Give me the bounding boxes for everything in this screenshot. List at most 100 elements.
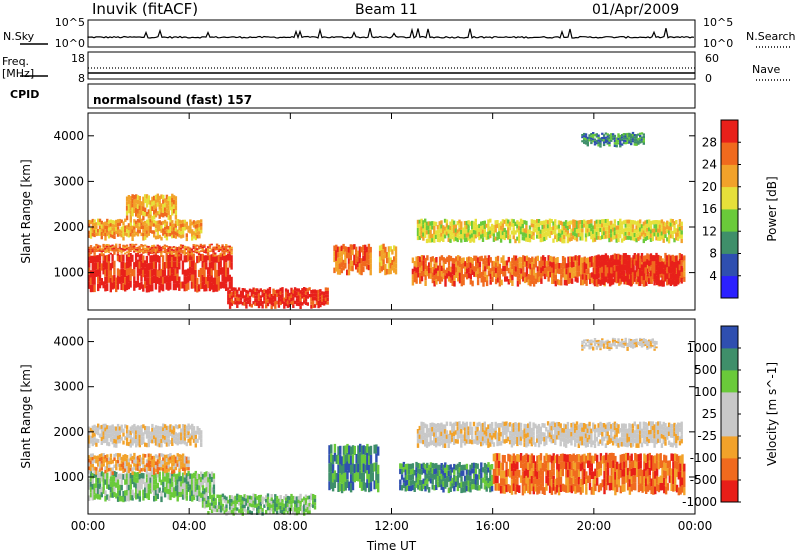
velocity-heatmap-cell [364, 482, 367, 492]
power-heatmap-cell [644, 236, 647, 241]
power-heatmap-cell [532, 275, 536, 281]
velocity-heatmap-cell [496, 483, 499, 491]
power-heatmap-cell [537, 230, 541, 235]
velocity-heatmap-cell [203, 488, 206, 494]
power-heatmap-cell [604, 234, 608, 239]
power-heatmap-cell [393, 267, 396, 273]
power-heatmap-cell [109, 277, 112, 285]
power-heatmap-cell [420, 260, 424, 266]
power-heatmap-cell [572, 256, 576, 262]
power-heatmap-cell [142, 248, 145, 251]
power-heatmap-cell [88, 267, 91, 275]
power-heatmap-cell [513, 271, 516, 277]
power-heatmap-cell [97, 218, 100, 222]
power-heatmap-cell [203, 262, 206, 270]
velocity-heatmap-cell [248, 495, 252, 500]
power-heatmap-cell [88, 246, 91, 249]
power-heatmap-cell [165, 199, 169, 204]
power-heatmap-cell [336, 252, 340, 258]
power-heatmap-cell [360, 263, 363, 270]
power-heatmap-cell [617, 253, 620, 260]
velocity-heatmap-cell [234, 495, 237, 500]
power-heatmap-cell [676, 232, 680, 237]
velocity-heatmap-cell [107, 425, 111, 430]
power-heatmap-cell [129, 226, 132, 230]
power-heatmap-cell [382, 243, 385, 249]
velocity-heatmap-cell [496, 468, 499, 476]
power-heatmap-cell [158, 205, 161, 210]
power-heatmap-cell [413, 266, 416, 272]
power-heatmap-cell [628, 227, 631, 232]
power-heatmap-cell [465, 237, 468, 242]
power-heatmap-cell [152, 251, 156, 254]
power-heatmap-cell [196, 255, 199, 264]
power-heatmap-cell [203, 244, 206, 247]
velocity-heatmap-cell [104, 479, 107, 485]
velocity-heatmap-cell [274, 497, 277, 502]
velocity-heatmap-cell [312, 494, 315, 498]
velocity-heatmap-cell [187, 456, 190, 461]
power-heatmap-cell [89, 250, 93, 253]
velocity-heatmap-cell [279, 505, 282, 510]
power-heatmap-cell [335, 250, 338, 256]
velocity-heatmap-cell [171, 486, 174, 493]
power-heatmap-cell [642, 230, 645, 235]
power-heatmap-cell [385, 257, 389, 264]
power-heatmap-cell [152, 275, 156, 283]
velocity-heatmap-cell [623, 476, 626, 485]
velocity-heatmap-cell [565, 454, 568, 463]
power-heatmap-cell [228, 253, 231, 255]
velocity-heatmap-cell [577, 461, 581, 470]
velocity-heatmap-cell [145, 466, 149, 471]
velocity-heatmap-cell [469, 464, 472, 471]
power-heatmap-cell [554, 219, 557, 224]
power-heatmap-cell [196, 250, 199, 252]
power-heatmap-cell [422, 236, 425, 241]
power-heatmap-cell [134, 247, 138, 249]
power-heatmap-cell [340, 251, 343, 257]
power-heatmap-cell [433, 230, 436, 235]
power-heatmap-cell [236, 296, 239, 301]
power-heatmap-cell [452, 224, 456, 229]
velocity-heatmap-cell [297, 510, 300, 515]
date-title: 01/Apr/2009 [592, 2, 680, 18]
cpid-label: CPID [10, 88, 40, 101]
power-heatmap-cell [602, 223, 606, 228]
velocity-heatmap-cell [205, 476, 208, 482]
velocity-heatmap-cell [286, 495, 290, 500]
power-heatmap-cell [265, 289, 268, 294]
power-heatmap-cell [480, 277, 483, 283]
power-heatmap-cell [203, 249, 206, 252]
power-heatmap-cell [552, 267, 556, 273]
power-heatmap-cell [608, 229, 611, 234]
velocity-heatmap-cell [548, 477, 552, 486]
velocity-heatmap-cell [210, 495, 214, 499]
velocity-heatmap-cell [142, 464, 145, 468]
power-heatmap-cell [107, 249, 111, 252]
velocity-heatmap-cell [131, 471, 134, 475]
power-heatmap-cell [180, 231, 183, 235]
velocity-heatmap-cell [113, 426, 116, 431]
velocity-heatmap-cell [104, 423, 107, 428]
power-heatmap-cell [221, 246, 224, 248]
power-heatmap-cell [172, 261, 176, 269]
power-heatmap-cell [190, 254, 194, 257]
power-heatmap-cell [572, 272, 576, 278]
power-heatmap-cell [601, 260, 604, 267]
velocity-heatmap-cell [100, 437, 103, 441]
power-heatmap-cell [613, 137, 617, 140]
power-heatmap-cell [93, 252, 96, 255]
power-heatmap-cell [442, 268, 445, 274]
power-heatmap-cell [630, 224, 633, 229]
velocity-heatmap-cell [225, 508, 228, 512]
velocity-heatmap-cell [503, 455, 506, 463]
power-heatmap-cell [151, 245, 154, 247]
power-heatmap-cell [145, 263, 149, 271]
velocity-heatmap-cell [369, 463, 373, 473]
power-heatmap-cell [152, 268, 156, 276]
power-heatmap-cell [419, 272, 422, 279]
power-heatmap-cell [480, 234, 483, 239]
velocity-heatmap-cell [456, 474, 460, 481]
power-heatmap-cell [646, 223, 649, 228]
power-heatmap-cell [619, 137, 622, 140]
